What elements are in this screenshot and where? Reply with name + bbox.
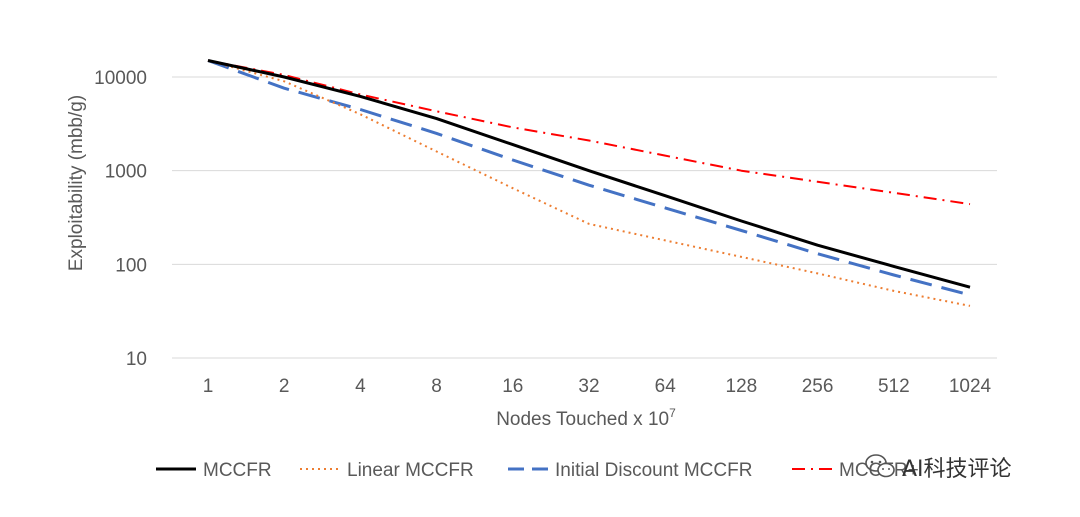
y-axis-title: Exploitability (mbb/g) — [66, 95, 87, 271]
y-axis-ticks: 10 100 1000 10000 — [94, 68, 147, 370]
wechat-icon — [865, 454, 895, 478]
series-line-linear-mccfr — [207, 59, 971, 307]
series-line-initial-discount-mccfr — [207, 59, 971, 297]
x-tick-label: 512 — [878, 376, 910, 397]
x-axis-title-superscript: 7 — [669, 406, 676, 420]
series-line-mccfr — [207, 59, 971, 289]
watermark-text: AI科技评论 — [902, 457, 1012, 482]
legend-label: MCCFR — [203, 460, 272, 481]
x-tick-label: 1 — [203, 376, 214, 397]
grid-lines — [172, 76, 997, 359]
series-lines — [207, 59, 971, 307]
legend-label: Initial Discount MCCFR — [555, 460, 752, 481]
x-axis-title-main: Nodes Touched x 10 — [496, 409, 669, 430]
x-tick-label: 16 — [502, 376, 523, 397]
x-tick-label: 32 — [578, 376, 599, 397]
y-tick-label: 10 — [126, 349, 147, 370]
x-tick-label: 1024 — [949, 376, 992, 397]
legend-label: Linear MCCFR — [347, 460, 474, 481]
y-tick-label: 10000 — [94, 68, 147, 89]
x-tick-label: 8 — [431, 376, 442, 397]
x-tick-label: 256 — [802, 376, 834, 397]
watermark: AI科技评论 — [865, 454, 1012, 482]
x-axis-ticks: 1 2 4 8 16 32 64 128 256 512 1024 — [203, 376, 992, 397]
x-axis-title: Nodes Touched x 107 — [496, 406, 676, 430]
y-tick-label: 1000 — [105, 162, 147, 183]
y-tick-label: 100 — [115, 255, 147, 276]
x-tick-label: 64 — [655, 376, 677, 397]
series-line-mccfr- — [207, 59, 971, 206]
x-tick-label: 128 — [726, 376, 758, 397]
x-tick-label: 4 — [355, 376, 366, 397]
x-tick-label: 2 — [279, 376, 290, 397]
